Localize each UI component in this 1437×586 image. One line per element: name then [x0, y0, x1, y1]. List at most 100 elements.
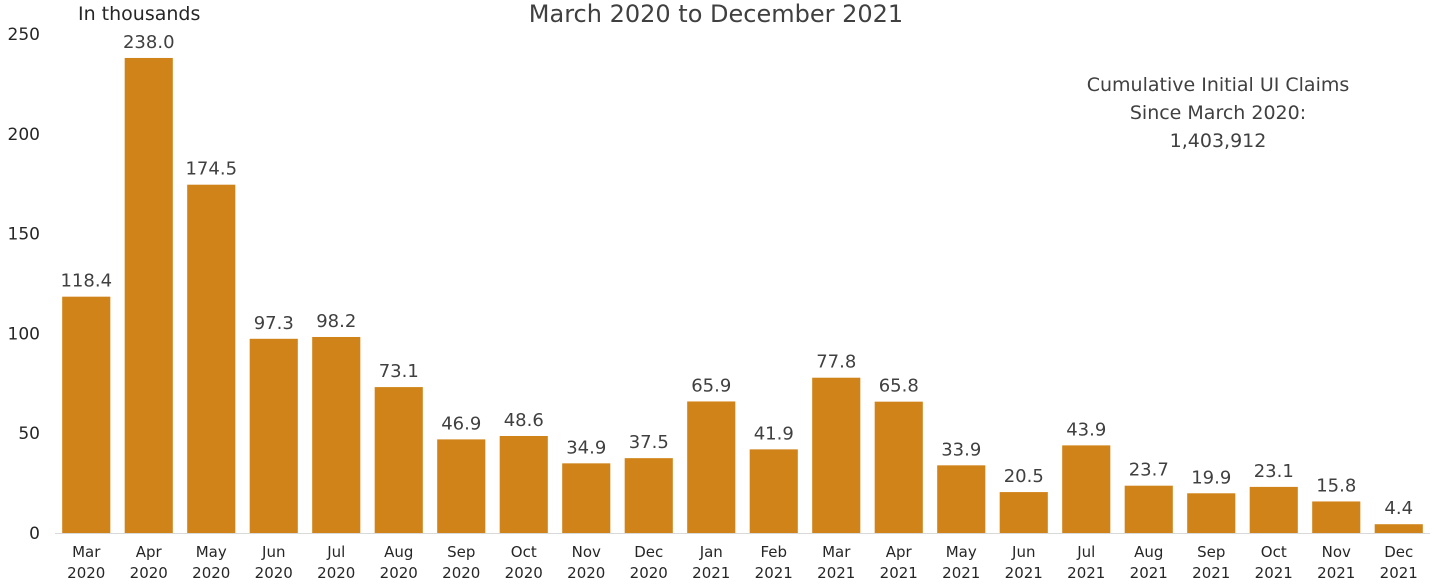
- x-tick-month: Oct: [511, 543, 537, 561]
- x-tick-month: Aug: [384, 543, 413, 561]
- x-tick-month: Mar: [72, 543, 101, 561]
- x-tick-year: 2021: [817, 564, 855, 582]
- annotation-line-1: Cumulative Initial UI Claims: [1087, 74, 1350, 96]
- x-tick-year: 2020: [630, 564, 668, 582]
- x-tick-month: Aug: [1134, 543, 1163, 561]
- bar: [62, 296, 111, 533]
- x-tick-year: 2021: [942, 564, 980, 582]
- x-tick-month: Oct: [1261, 543, 1287, 561]
- x-tick-month: Apr: [136, 543, 163, 561]
- x-tick-month: Dec: [1384, 543, 1413, 561]
- x-tick-year: 2021: [755, 564, 793, 582]
- bar: [312, 336, 361, 533]
- data-label: 43.9: [1066, 419, 1106, 440]
- bar: [249, 338, 298, 533]
- bar: [1124, 485, 1173, 533]
- y-tick-label: 250: [8, 25, 40, 45]
- x-tick-month: Jun: [261, 543, 285, 561]
- x-tick-month: Apr: [886, 543, 913, 561]
- x-tick-year: 2020: [67, 564, 105, 582]
- x-tick-year: 2021: [1192, 564, 1230, 582]
- data-label: 174.5: [185, 159, 237, 180]
- y-tick-label: 150: [8, 225, 40, 245]
- data-label: 23.1: [1254, 461, 1294, 482]
- bar: [124, 57, 173, 534]
- data-label: 15.8: [1316, 475, 1356, 496]
- y-axis: 0 50 100 150 200 250: [8, 25, 40, 544]
- x-tick-month: Sep: [1197, 543, 1225, 561]
- x-tick-year: 2021: [692, 564, 730, 582]
- bar: [1062, 445, 1111, 533]
- x-tick-month: Dec: [634, 543, 663, 561]
- x-tick-year: 2021: [1130, 564, 1168, 582]
- data-label: 41.9: [754, 423, 794, 444]
- data-label: 46.9: [441, 413, 481, 434]
- x-tick-month: Jun: [1011, 543, 1035, 561]
- data-label: 65.9: [691, 375, 731, 396]
- annotation-line-2: Since March 2020:: [1130, 102, 1306, 124]
- data-label: 98.2: [316, 311, 356, 332]
- x-tick-year: 2021: [1380, 564, 1418, 582]
- annotation-line-3: 1,403,912: [1170, 130, 1267, 152]
- x-tick-month: Feb: [760, 543, 787, 561]
- cumulative-annotation: Cumulative Initial UI Claims Since March…: [1087, 74, 1350, 152]
- y-tick-label: 0: [29, 524, 40, 544]
- data-label: 4.4: [1384, 498, 1413, 519]
- x-tick-year: 2021: [1067, 564, 1105, 582]
- x-tick-year: 2020: [567, 564, 605, 582]
- data-label: 97.3: [254, 313, 294, 334]
- x-tick-month: Sep: [447, 543, 475, 561]
- x-tick-year: 2021: [1317, 564, 1355, 582]
- bar: [374, 387, 423, 533]
- bar: [1249, 486, 1298, 533]
- data-label: 77.8: [816, 352, 856, 373]
- bar: [624, 458, 673, 533]
- data-label: 19.9: [1191, 467, 1231, 488]
- x-tick-month: Nov: [572, 543, 601, 561]
- data-label: 73.1: [379, 361, 419, 382]
- bar: [187, 184, 236, 533]
- x-tick-year: 2021: [1255, 564, 1293, 582]
- chart-title: March 2020 to December 2021: [529, 0, 903, 28]
- data-label: 48.6: [504, 410, 544, 431]
- data-label: 20.5: [1004, 466, 1044, 487]
- x-tick-month: Jul: [1076, 543, 1095, 561]
- bar: [562, 463, 611, 533]
- x-tick-month: Mar: [822, 543, 851, 561]
- x-axis: Mar 2020 Apr 2020 May 2020 Jun 2020 Jul 2020 Aug 20…: [55, 533, 1430, 582]
- x-tick-year: 2020: [192, 564, 230, 582]
- data-label: 65.8: [879, 376, 919, 397]
- bar: [499, 435, 548, 533]
- bar: [937, 465, 986, 533]
- bar: [874, 401, 923, 533]
- x-tick-month: Nov: [1322, 543, 1351, 561]
- bar: [687, 401, 736, 533]
- bar: [812, 377, 861, 533]
- x-tick-month: Jan: [699, 543, 723, 561]
- data-label: 118.4: [60, 271, 112, 292]
- bar: [437, 439, 486, 533]
- bars: 118.4 238.0 174.5 97.3 98.2 73.1 46.9 48.6 34.9 3…: [60, 32, 1423, 534]
- bar: [999, 492, 1048, 533]
- x-tick-year: 2020: [255, 564, 293, 582]
- x-tick-year: 2021: [1005, 564, 1043, 582]
- data-label: 37.5: [629, 432, 669, 453]
- data-label: 238.0: [123, 32, 175, 53]
- bar: [1374, 524, 1423, 533]
- bar: [1312, 501, 1361, 533]
- data-label: 33.9: [941, 439, 981, 460]
- y-tick-label: 100: [8, 324, 40, 344]
- unit-label: In thousands: [78, 3, 200, 25]
- x-tick-month: Jul: [326, 543, 345, 561]
- x-tick-year: 2020: [317, 564, 355, 582]
- bar: [1187, 493, 1236, 533]
- y-tick-label: 50: [18, 424, 40, 444]
- bar: [749, 449, 798, 533]
- data-label: 34.9: [566, 437, 606, 458]
- x-tick-month: May: [946, 543, 977, 561]
- x-tick-year: 2020: [130, 564, 168, 582]
- y-tick-label: 200: [8, 125, 40, 145]
- x-tick-year: 2020: [505, 564, 543, 582]
- x-tick-month: May: [196, 543, 227, 561]
